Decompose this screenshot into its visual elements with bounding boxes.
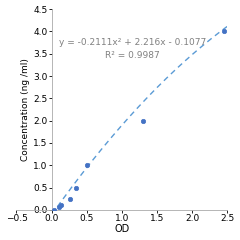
- Point: [222, 30, 226, 33]
- Point: [74, 186, 78, 190]
- Point: [68, 197, 72, 201]
- Point: [141, 119, 145, 123]
- Point: [60, 204, 63, 207]
- Point: [57, 205, 60, 209]
- Y-axis label: Concentration (ng /ml): Concentration (ng /ml): [21, 58, 30, 161]
- Point: [53, 208, 56, 212]
- Text: y = -0.2111x² + 2.216x - 0.1077
R² = 0.9987: y = -0.2111x² + 2.216x - 0.1077 R² = 0.9…: [59, 38, 206, 60]
- Point: [85, 163, 89, 167]
- X-axis label: OD: OD: [114, 224, 130, 234]
